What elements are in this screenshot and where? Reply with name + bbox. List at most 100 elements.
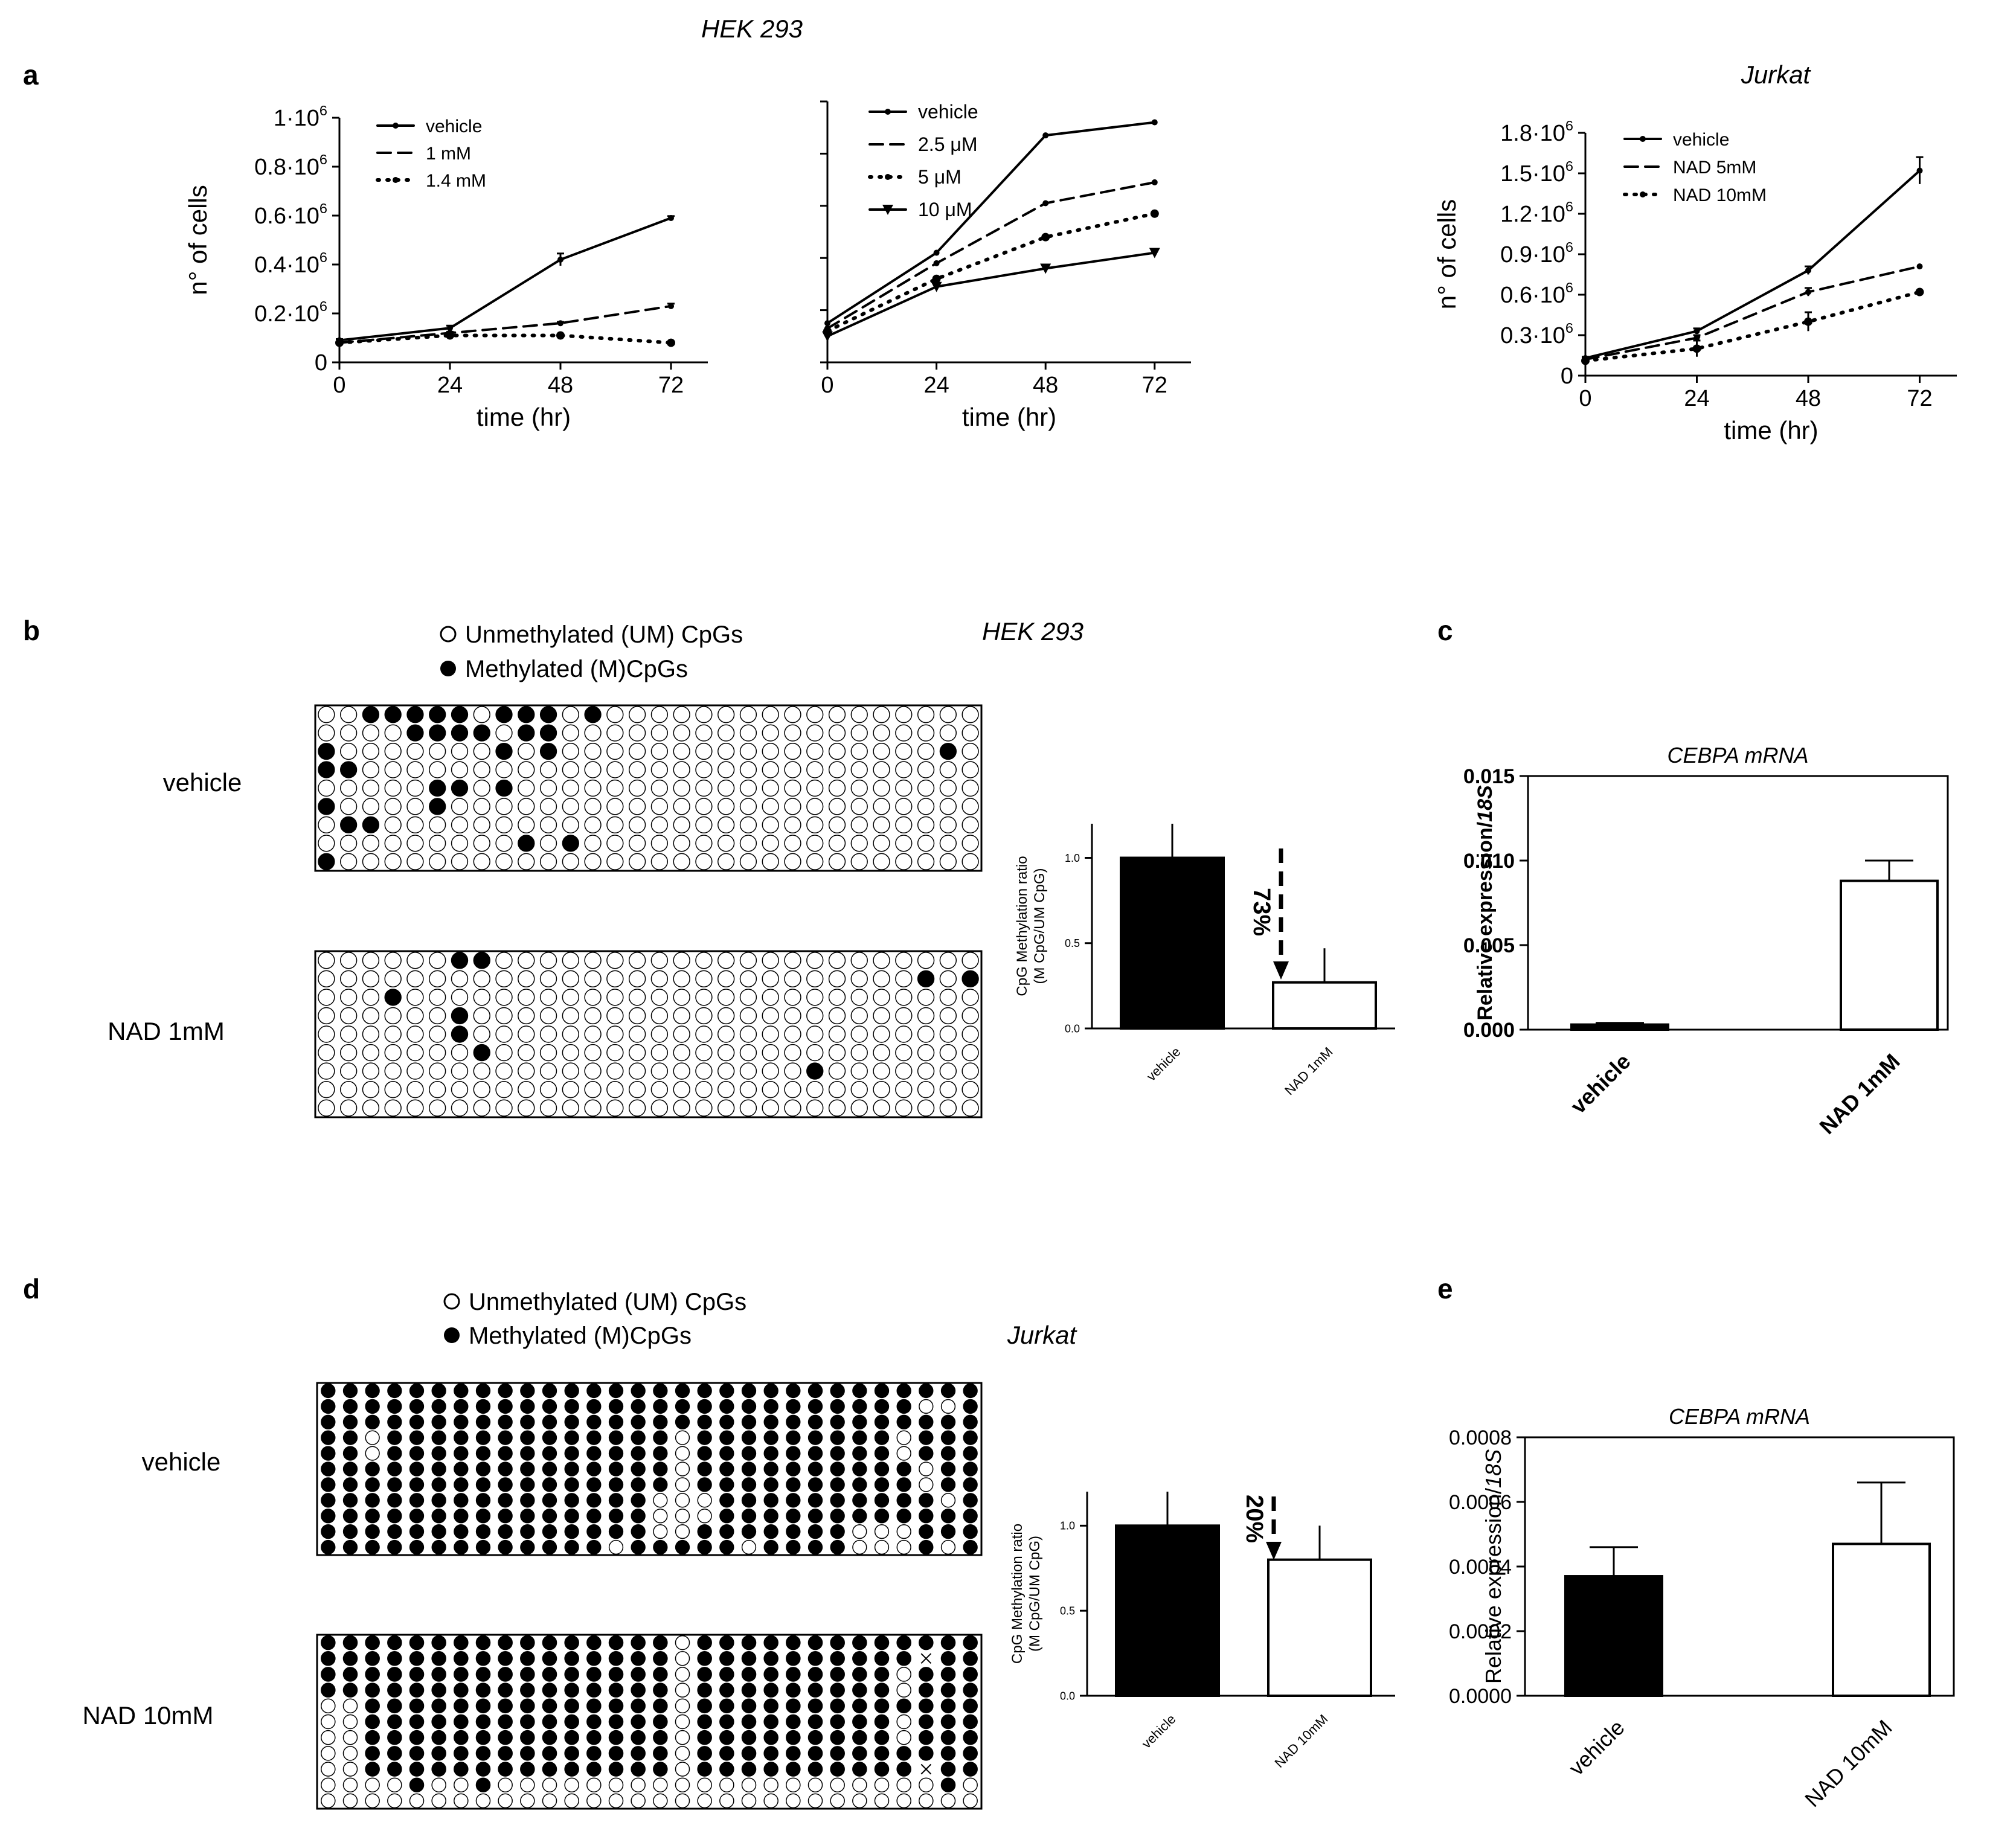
cpg-methylated	[830, 1399, 845, 1414]
x-category-label: vehicle	[1565, 1049, 1635, 1118]
cpg-unmethylated	[697, 1509, 712, 1524]
cpg-unmethylated	[695, 1080, 713, 1099]
cpg-methylated	[321, 1651, 336, 1666]
cpg-unmethylated	[784, 1007, 801, 1025]
cpg-unmethylated	[673, 970, 690, 988]
cpg-methylated	[321, 1682, 336, 1698]
cpg-unmethylated	[406, 1099, 424, 1117]
cpg-methylated	[409, 1698, 425, 1714]
cpg-unmethylated	[784, 1025, 801, 1043]
cpg-methylated	[631, 1524, 646, 1539]
reduction-percent-label: 73%	[1248, 888, 1275, 936]
cpg-methylated	[342, 1461, 358, 1477]
cpg-unmethylated	[673, 1080, 690, 1099]
cpg-unmethylated	[784, 706, 801, 723]
cpg-unmethylated	[784, 1080, 801, 1099]
cpg-methylated	[431, 1509, 446, 1524]
cpg-unmethylated	[318, 989, 335, 1006]
cpg-unmethylated	[384, 724, 402, 742]
cpg-methylated	[475, 1493, 491, 1508]
cpg-unmethylated	[429, 970, 446, 988]
cpg-methylated	[409, 1714, 425, 1730]
cpg-methylated	[520, 1746, 535, 1761]
cpg-unmethylated	[628, 706, 646, 723]
cpg-methylated	[542, 1399, 557, 1414]
y-tick-label: 1.8·106	[1500, 118, 1573, 146]
cpg-methylated	[495, 779, 513, 797]
cpg-unmethylated	[342, 1793, 358, 1809]
cpg-methylated	[631, 1414, 646, 1429]
series-line	[826, 251, 1156, 338]
cpg-unmethylated	[873, 853, 890, 870]
series-line	[826, 121, 1156, 325]
cpg-methylated	[409, 1682, 425, 1698]
cpg-methylated	[830, 1461, 845, 1477]
cpg-unmethylated	[473, 970, 490, 988]
cpg-methylated	[431, 1698, 446, 1714]
cpg-methylated	[451, 1025, 469, 1043]
cpg-unmethylated	[895, 816, 913, 834]
series-line	[338, 304, 672, 344]
cpg-methylated	[963, 1539, 978, 1555]
cpg-methylated	[719, 1651, 734, 1666]
cpg-methylated	[520, 1399, 535, 1414]
cpg-unmethylated	[939, 853, 957, 870]
series-line	[1584, 169, 1921, 359]
cpg-unmethylated	[695, 1099, 713, 1117]
cpg-methylated	[807, 1414, 823, 1429]
cpg-methylated	[454, 1509, 469, 1524]
legend-label: vehicle	[1673, 130, 1729, 150]
cpg-unmethylated	[806, 1080, 824, 1099]
cpg-methylated	[431, 1746, 446, 1761]
cpg-unmethylated	[917, 742, 935, 760]
cpg-methylated	[940, 1635, 956, 1650]
cpg-methylated	[807, 1524, 823, 1539]
cpg-methylated	[342, 1414, 358, 1429]
cpg-unmethylated	[895, 853, 913, 870]
cpg-methylated	[786, 1539, 801, 1555]
cpg-methylated	[631, 1446, 646, 1461]
cpg-methylated	[807, 1477, 823, 1492]
cpg-unmethylated	[584, 952, 602, 969]
cpg-methylated	[387, 1461, 402, 1477]
cpg-unmethylated	[719, 1777, 734, 1792]
cpg-methylated	[830, 1682, 845, 1698]
cpg-unmethylated	[739, 835, 757, 852]
cpg-methylated	[542, 1461, 557, 1477]
cpg-unmethylated	[806, 724, 824, 742]
cpg-unmethylated	[917, 779, 935, 797]
cpg-unmethylated	[339, 1044, 358, 1062]
cpg-unmethylated	[873, 1044, 890, 1062]
cpg-unmethylated	[562, 970, 580, 988]
cpg-unmethylated	[564, 1793, 579, 1809]
cpg-methylated	[963, 1383, 978, 1399]
cpg-unmethylated	[562, 816, 579, 834]
cpg-unmethylated	[339, 1007, 358, 1025]
cpg-unmethylated	[895, 1025, 913, 1043]
series-line	[338, 333, 673, 345]
y-tick-label: 0.3·106	[1500, 320, 1573, 348]
cpg-unmethylated	[807, 1777, 823, 1792]
cpg-unmethylated	[518, 1062, 535, 1080]
cpg-unmethylated	[542, 1777, 557, 1792]
cpg-methylated	[365, 1746, 380, 1761]
cpg-methylated	[786, 1746, 801, 1761]
cpg-unmethylated	[850, 989, 868, 1006]
y-tick-label: 0.5	[1065, 937, 1080, 949]
cpg-unmethylated	[339, 952, 358, 969]
cpg-methylated	[454, 1682, 469, 1698]
cpg-methylated	[741, 1651, 757, 1666]
cpg-unmethylated	[675, 1746, 690, 1761]
cpg-unmethylated	[717, 970, 735, 988]
cpg-unmethylated	[406, 970, 424, 988]
y-tick-label: 0.0000	[1449, 1685, 1512, 1708]
cpg-unmethylated	[518, 779, 535, 797]
cpg-unmethylated	[739, 952, 757, 969]
cpg-unmethylated	[896, 1667, 911, 1682]
cpg-methylated	[896, 1383, 911, 1399]
cpg-unmethylated	[340, 798, 358, 815]
cpg-unmethylated	[874, 1524, 890, 1539]
cpg-methylated	[475, 1651, 491, 1666]
cpg-methylated	[653, 1730, 668, 1745]
cpg-methylated	[542, 1651, 557, 1666]
